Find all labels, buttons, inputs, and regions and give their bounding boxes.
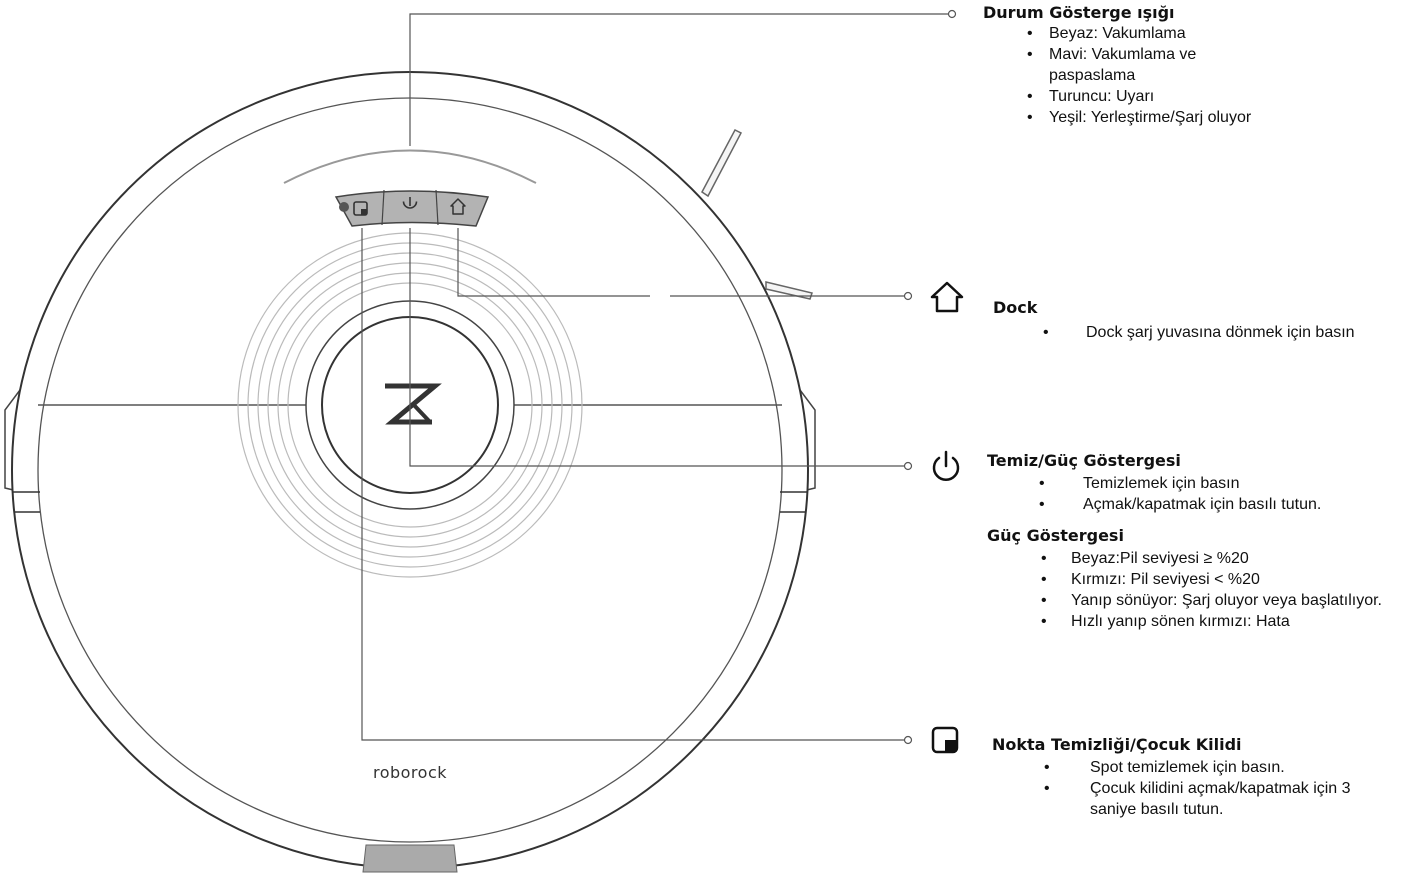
brand-logo: roborock [373,763,447,782]
button-panel [334,189,490,227]
status-light-title: Durum Gösterge ışığı [983,3,1175,22]
power-indicator-title: Güç Göstergesi [987,526,1124,545]
status-light-list: Beyaz: Vakumlama Mavi: Vakumlama ve pasp… [983,23,1283,128]
list-item: Dock şarj yuvasına dönmek için basın [993,322,1393,343]
callout-dock [457,228,650,297]
callout-spot [361,228,904,741]
rear-bumper [362,844,458,873]
robot-body: roborock [4,71,816,873]
list-item: Yanıp sönüyor: Şarj oluyor veya başlatıl… [987,590,1405,611]
clean-power-panel: Temiz/Güç Göstergesi Temizlemek için bas… [987,451,1405,515]
list-item: Mavi: Vakumlama ve paspaslama [983,44,1249,86]
dock-title: Dock [993,298,1038,317]
spot-clean-title: Nokta Temizliği/Çocuk Kilidi [992,735,1242,754]
power-indicator-list: Beyaz:Pil seviyesi ≥ %20 Kırmızı: Pil se… [987,548,1405,632]
spot-clean-list: Spot temizlemek için basın. Çocuk kilidi… [992,757,1397,820]
side-brush [701,129,743,198]
list-item: Kırmızı: Pil seviyesi < %20 [987,569,1405,590]
spot-clean-panel: Nokta Temizliği/Çocuk Kilidi Spot temizl… [992,735,1397,820]
list-item: Çocuk kilidini açmak/kapatmak için 3 san… [992,778,1397,820]
spot-clean-icon [931,726,959,754]
status-light-arc [283,149,537,184]
callout-lines [361,13,948,741]
power-indicator-panel: Güç Göstergesi Beyaz:Pil seviyesi ≥ %20 … [987,526,1405,632]
list-item: Beyaz: Vakumlama [983,23,1283,44]
callout-endpoints [903,9,957,745]
list-item: Yeşil: Yerleştirme/Şarj oluyor [983,107,1283,128]
list-item: Hızlı yanıp sönen kırmızı: Hata [987,611,1405,632]
clean-power-title: Temiz/Güç Göstergesi [987,451,1181,470]
side-brush-lower [765,281,813,300]
clean-power-list: Temizlemek için basın Açmak/kapatmak içi… [987,473,1405,515]
power-icon [932,450,960,481]
status-light-panel: Durum Gösterge ışığı Beyaz: Vakumlama Ma… [983,3,1283,128]
list-item: Temizlemek için basın [987,473,1405,494]
dock-list: Dock şarj yuvasına dönmek için basın [993,322,1393,343]
list-item: Açmak/kapatmak için basılı tutun. [987,494,1405,515]
dock-panel: Dock Dock şarj yuvasına dönmek için bası… [993,298,1393,343]
callout-status [409,13,948,146]
list-item: Turuncu: Uyarı [983,86,1283,107]
list-item: Beyaz:Pil seviyesi ≥ %20 [987,548,1405,569]
home-icon [930,281,964,313]
callout-power [409,228,904,467]
list-item: Spot temizlemek için basın. [992,757,1397,778]
